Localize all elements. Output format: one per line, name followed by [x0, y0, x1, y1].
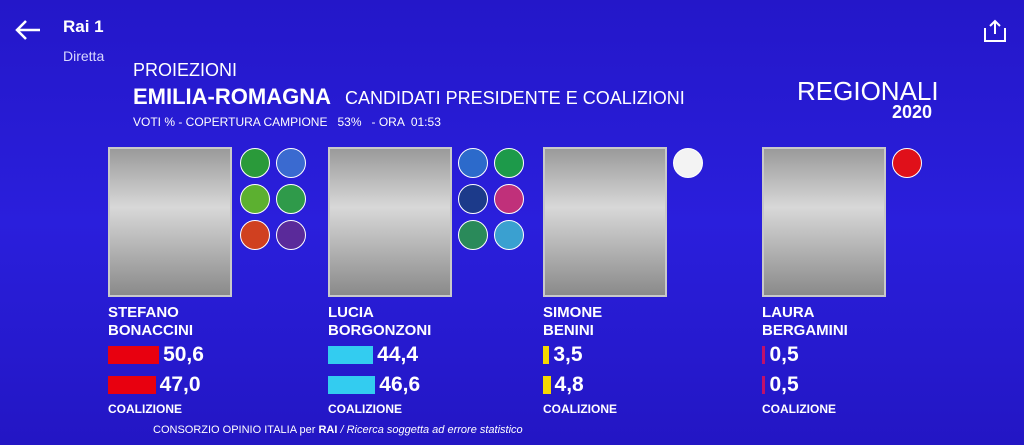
party-logo [240, 148, 270, 178]
coalition-label: COALIZIONE [108, 402, 182, 416]
candidate-photo [543, 147, 667, 297]
result-value: 0,5 [769, 343, 799, 366]
party-logo [494, 184, 524, 214]
footer-source: CONSORZIO OPINIO ITALIA per [153, 424, 316, 436]
result-bar [328, 346, 374, 364]
brand: REGIONALI [797, 76, 939, 106]
result-bar [108, 376, 156, 394]
candidate-last-name: BERGAMINI [762, 322, 848, 339]
result-value: 0,5 [769, 373, 799, 396]
result-bar [543, 376, 551, 394]
kicker: PROIEZIONI [133, 60, 238, 80]
footer: CONSORZIO OPINIO ITALIA per RAI / Ricerc… [153, 424, 523, 436]
footer-note: / Ricerca soggetta ad errore statistico [340, 424, 523, 436]
candidate-last-name: BENINI [543, 322, 594, 339]
coalition-label: COALIZIONE [328, 402, 402, 416]
meta: VOTI % - COPERTURA CAMPIONE 53% - ORA 01… [133, 115, 441, 129]
candidate-first-name: STEFANO [108, 304, 179, 321]
party-logo [494, 220, 524, 250]
share-button[interactable] [982, 18, 1008, 44]
party-logo [240, 220, 270, 250]
result-bar [328, 376, 376, 394]
result-value: 46,6 [379, 373, 421, 396]
candidate-photo [762, 147, 886, 297]
candidate-first-name: LAURA [762, 304, 815, 321]
footer-brand: RAI [318, 424, 338, 436]
candidate-photo [328, 147, 452, 297]
party-logo [673, 148, 703, 178]
party-logo [276, 220, 306, 250]
candidate-last-name: BONACCINI [108, 322, 193, 339]
brand-year: 2020 [892, 102, 933, 122]
channel-title: Rai 1 [63, 17, 104, 36]
party-logo [458, 184, 488, 214]
party-logo [240, 184, 270, 214]
coalition-label: COALIZIONE [762, 402, 836, 416]
result-value: 50,6 [163, 343, 204, 366]
channel-status: Diretta [63, 48, 105, 64]
back-button[interactable] [14, 18, 42, 42]
result-value: 3,5 [553, 343, 583, 366]
candidate-photo [108, 147, 232, 297]
candidate-first-name: LUCIA [328, 304, 374, 321]
party-logo [494, 148, 524, 178]
result-value: 44,4 [377, 343, 419, 366]
party-logo [458, 220, 488, 250]
party-logo [458, 148, 488, 178]
region: EMILIA-ROMAGNA [133, 84, 331, 109]
party-logo [276, 148, 306, 178]
party-logo [276, 184, 306, 214]
candidate-last-name: BORGONZONI [328, 322, 432, 339]
result-value: 4,8 [554, 373, 584, 396]
candidate-first-name: SIMONE [543, 304, 603, 321]
coalition-label: COALIZIONE [543, 402, 617, 416]
result-bar [108, 346, 160, 364]
result-value: 47,0 [159, 373, 201, 396]
party-logo [892, 148, 922, 178]
heading: CANDIDATI PRESIDENTE E COALIZIONI [345, 88, 685, 108]
result-bar [543, 346, 550, 364]
result-bar [762, 376, 766, 394]
result-bar [762, 346, 766, 364]
